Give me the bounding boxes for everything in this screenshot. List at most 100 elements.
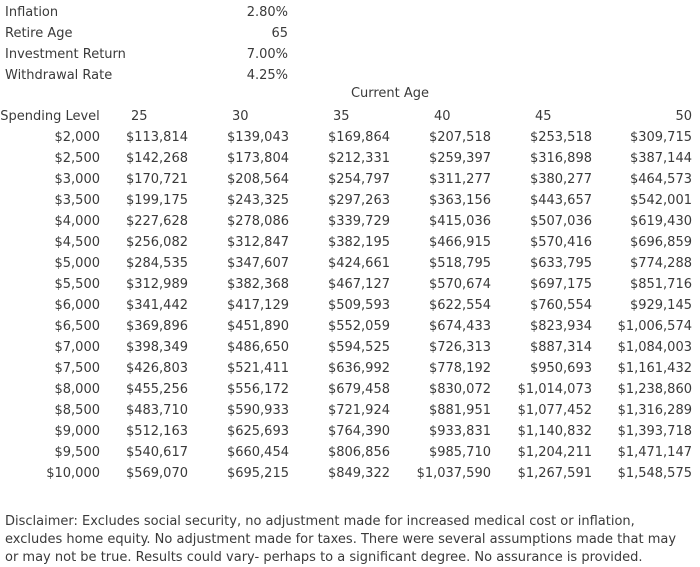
savings-value-cell: $382,368 bbox=[226, 277, 289, 292]
savings-value-cell: $778,192 bbox=[428, 361, 491, 376]
assumptions-panel: Inflation 2.80% Retire Age 65 Investment… bbox=[5, 2, 295, 86]
savings-value-cell: $933,831 bbox=[428, 424, 491, 439]
savings-value-cell: $312,989 bbox=[125, 277, 188, 292]
savings-value-cell: $619,430 bbox=[629, 214, 692, 229]
table-row: $5,500 $312,989 $382,368 $467,127 $570,674 $6… bbox=[0, 274, 700, 295]
assumption-value: 2.80% bbox=[246, 5, 288, 20]
savings-value-cell: $369,896 bbox=[125, 319, 188, 334]
savings-value-cell: $590,933 bbox=[226, 403, 289, 418]
savings-value-cell: $679,458 bbox=[327, 382, 390, 397]
assumption-label: Investment Return bbox=[5, 47, 126, 62]
table-row: $6,500 $369,896 $451,890 $552,059 $674,433 $8… bbox=[0, 316, 700, 337]
savings-value-cell: $950,693 bbox=[529, 361, 592, 376]
assumption-row-inflation: Inflation 2.80% bbox=[5, 2, 295, 23]
table-row: $4,000 $227,628 $278,086 $339,729 $415,036 $5… bbox=[0, 211, 700, 232]
table-row: $2,500 $142,268 $173,804 $212,331 $259,397 $3… bbox=[0, 148, 700, 169]
savings-value-cell: $542,001 bbox=[629, 193, 692, 208]
savings-value-cell: $509,593 bbox=[327, 298, 390, 313]
savings-value-cell: $594,525 bbox=[327, 340, 390, 355]
spending-level-cell: $8,000 bbox=[54, 382, 101, 397]
savings-value-cell: $398,349 bbox=[125, 340, 188, 355]
savings-value-cell: $764,390 bbox=[327, 424, 390, 439]
savings-value-cell: $674,433 bbox=[428, 319, 491, 334]
savings-value-cell: $760,554 bbox=[529, 298, 592, 313]
savings-value-cell: $570,674 bbox=[428, 277, 491, 292]
savings-value-cell: $1,077,452 bbox=[517, 403, 592, 418]
spending-level-cell: $7,000 bbox=[54, 340, 101, 355]
savings-value-cell: $297,263 bbox=[327, 193, 390, 208]
savings-value-cell: $1,548,575 bbox=[617, 466, 692, 481]
savings-value-cell: $451,890 bbox=[226, 319, 289, 334]
savings-value-cell: $486,650 bbox=[226, 340, 289, 355]
savings-value-cell: $243,325 bbox=[226, 193, 289, 208]
savings-value-cell: $173,804 bbox=[226, 151, 289, 166]
age-column-header: 50 bbox=[675, 109, 692, 124]
savings-value-cell: $278,086 bbox=[226, 214, 289, 229]
assumption-label: Inflation bbox=[5, 5, 59, 20]
savings-value-cell: $823,934 bbox=[529, 319, 592, 334]
savings-value-cell: $556,172 bbox=[226, 382, 289, 397]
savings-value-cell: $424,661 bbox=[327, 256, 390, 271]
savings-value-cell: $521,411 bbox=[226, 361, 289, 376]
savings-value-cell: $417,129 bbox=[226, 298, 289, 313]
spending-level-cell: $5,000 bbox=[54, 256, 101, 271]
savings-value-cell: $316,898 bbox=[529, 151, 592, 166]
savings-value-cell: $426,803 bbox=[125, 361, 188, 376]
savings-value-cell: $259,397 bbox=[428, 151, 491, 166]
savings-value-cell: $363,156 bbox=[428, 193, 491, 208]
spending-level-cell: $5,500 bbox=[54, 277, 101, 292]
savings-value-cell: $570,416 bbox=[529, 235, 592, 250]
savings-value-cell: $774,288 bbox=[629, 256, 692, 271]
assumption-row-retire-age: Retire Age 65 bbox=[5, 23, 295, 44]
savings-value-cell: $849,322 bbox=[327, 466, 390, 481]
current-age-header: Current Age bbox=[350, 86, 430, 101]
savings-value-cell: $830,072 bbox=[428, 382, 491, 397]
savings-value-cell: $1,014,073 bbox=[517, 382, 592, 397]
savings-value-cell: $1,471,147 bbox=[617, 445, 692, 460]
savings-value-cell: $347,607 bbox=[226, 256, 289, 271]
savings-value-cell: $207,518 bbox=[428, 130, 491, 145]
savings-value-cell: $382,195 bbox=[327, 235, 390, 250]
savings-value-cell: $806,856 bbox=[327, 445, 390, 460]
savings-value-cell: $507,036 bbox=[529, 214, 592, 229]
savings-value-cell: $387,144 bbox=[629, 151, 692, 166]
savings-value-cell: $227,628 bbox=[125, 214, 188, 229]
table-row: $5,000 $284,535 $347,607 $424,661 $518,795 $6… bbox=[0, 253, 700, 274]
savings-value-cell: $169,864 bbox=[327, 130, 390, 145]
age-column-header: 35 bbox=[333, 109, 350, 124]
savings-value-cell: $415,036 bbox=[428, 214, 491, 229]
savings-value-cell: $660,454 bbox=[226, 445, 289, 460]
savings-value-cell: $311,277 bbox=[428, 172, 491, 187]
assumption-value: 65 bbox=[271, 26, 288, 41]
table-row: $10,000 $569,070 $695,215 $849,322 $1,037,59… bbox=[0, 463, 700, 484]
savings-value-cell: $929,145 bbox=[629, 298, 692, 313]
savings-value-cell: $284,535 bbox=[125, 256, 188, 271]
age-column-header: 30 bbox=[232, 109, 249, 124]
table-header-row: Spending Level 25 30 35 40 45 50 bbox=[0, 106, 700, 127]
savings-value-cell: $887,314 bbox=[529, 340, 592, 355]
savings-value-cell: $208,564 bbox=[226, 172, 289, 187]
savings-value-cell: $455,256 bbox=[125, 382, 188, 397]
table-row: $4,500 $256,082 $312,847 $382,195 $466,915 $5… bbox=[0, 232, 700, 253]
savings-value-cell: $512,163 bbox=[125, 424, 188, 439]
savings-value-cell: $851,716 bbox=[629, 277, 692, 292]
savings-value-cell: $726,313 bbox=[428, 340, 491, 355]
savings-table: Spending Level 25 30 35 40 45 50 $2,000 $… bbox=[0, 106, 700, 484]
table-row: $7,500 $426,803 $521,411 $636,992 $778,192 $9… bbox=[0, 358, 700, 379]
savings-value-cell: $985,710 bbox=[428, 445, 491, 460]
assumption-row-withdrawal-rate: Withdrawal Rate 4.25% bbox=[5, 65, 295, 86]
savings-value-cell: $552,059 bbox=[327, 319, 390, 334]
table-row: $9,500 $540,617 $660,454 $806,856 $985,710 $1… bbox=[0, 442, 700, 463]
table-body: $2,000 $113,814 $139,043 $169,864 $207,518 $2… bbox=[0, 127, 700, 484]
table-row: $3,000 $170,721 $208,564 $254,797 $311,277 $3… bbox=[0, 169, 700, 190]
savings-value-cell: $309,715 bbox=[629, 130, 692, 145]
savings-value-cell: $483,710 bbox=[125, 403, 188, 418]
spending-level-cell: $3,500 bbox=[54, 193, 101, 208]
savings-value-cell: $633,795 bbox=[529, 256, 592, 271]
savings-value-cell: $254,797 bbox=[327, 172, 390, 187]
spending-level-cell: $2,000 bbox=[54, 130, 101, 145]
savings-value-cell: $339,729 bbox=[327, 214, 390, 229]
spending-level-cell: $10,000 bbox=[46, 466, 100, 481]
table-row: $7,000 $398,349 $486,650 $594,525 $726,313 $8… bbox=[0, 337, 700, 358]
table-row: $2,000 $113,814 $139,043 $169,864 $207,518 $2… bbox=[0, 127, 700, 148]
